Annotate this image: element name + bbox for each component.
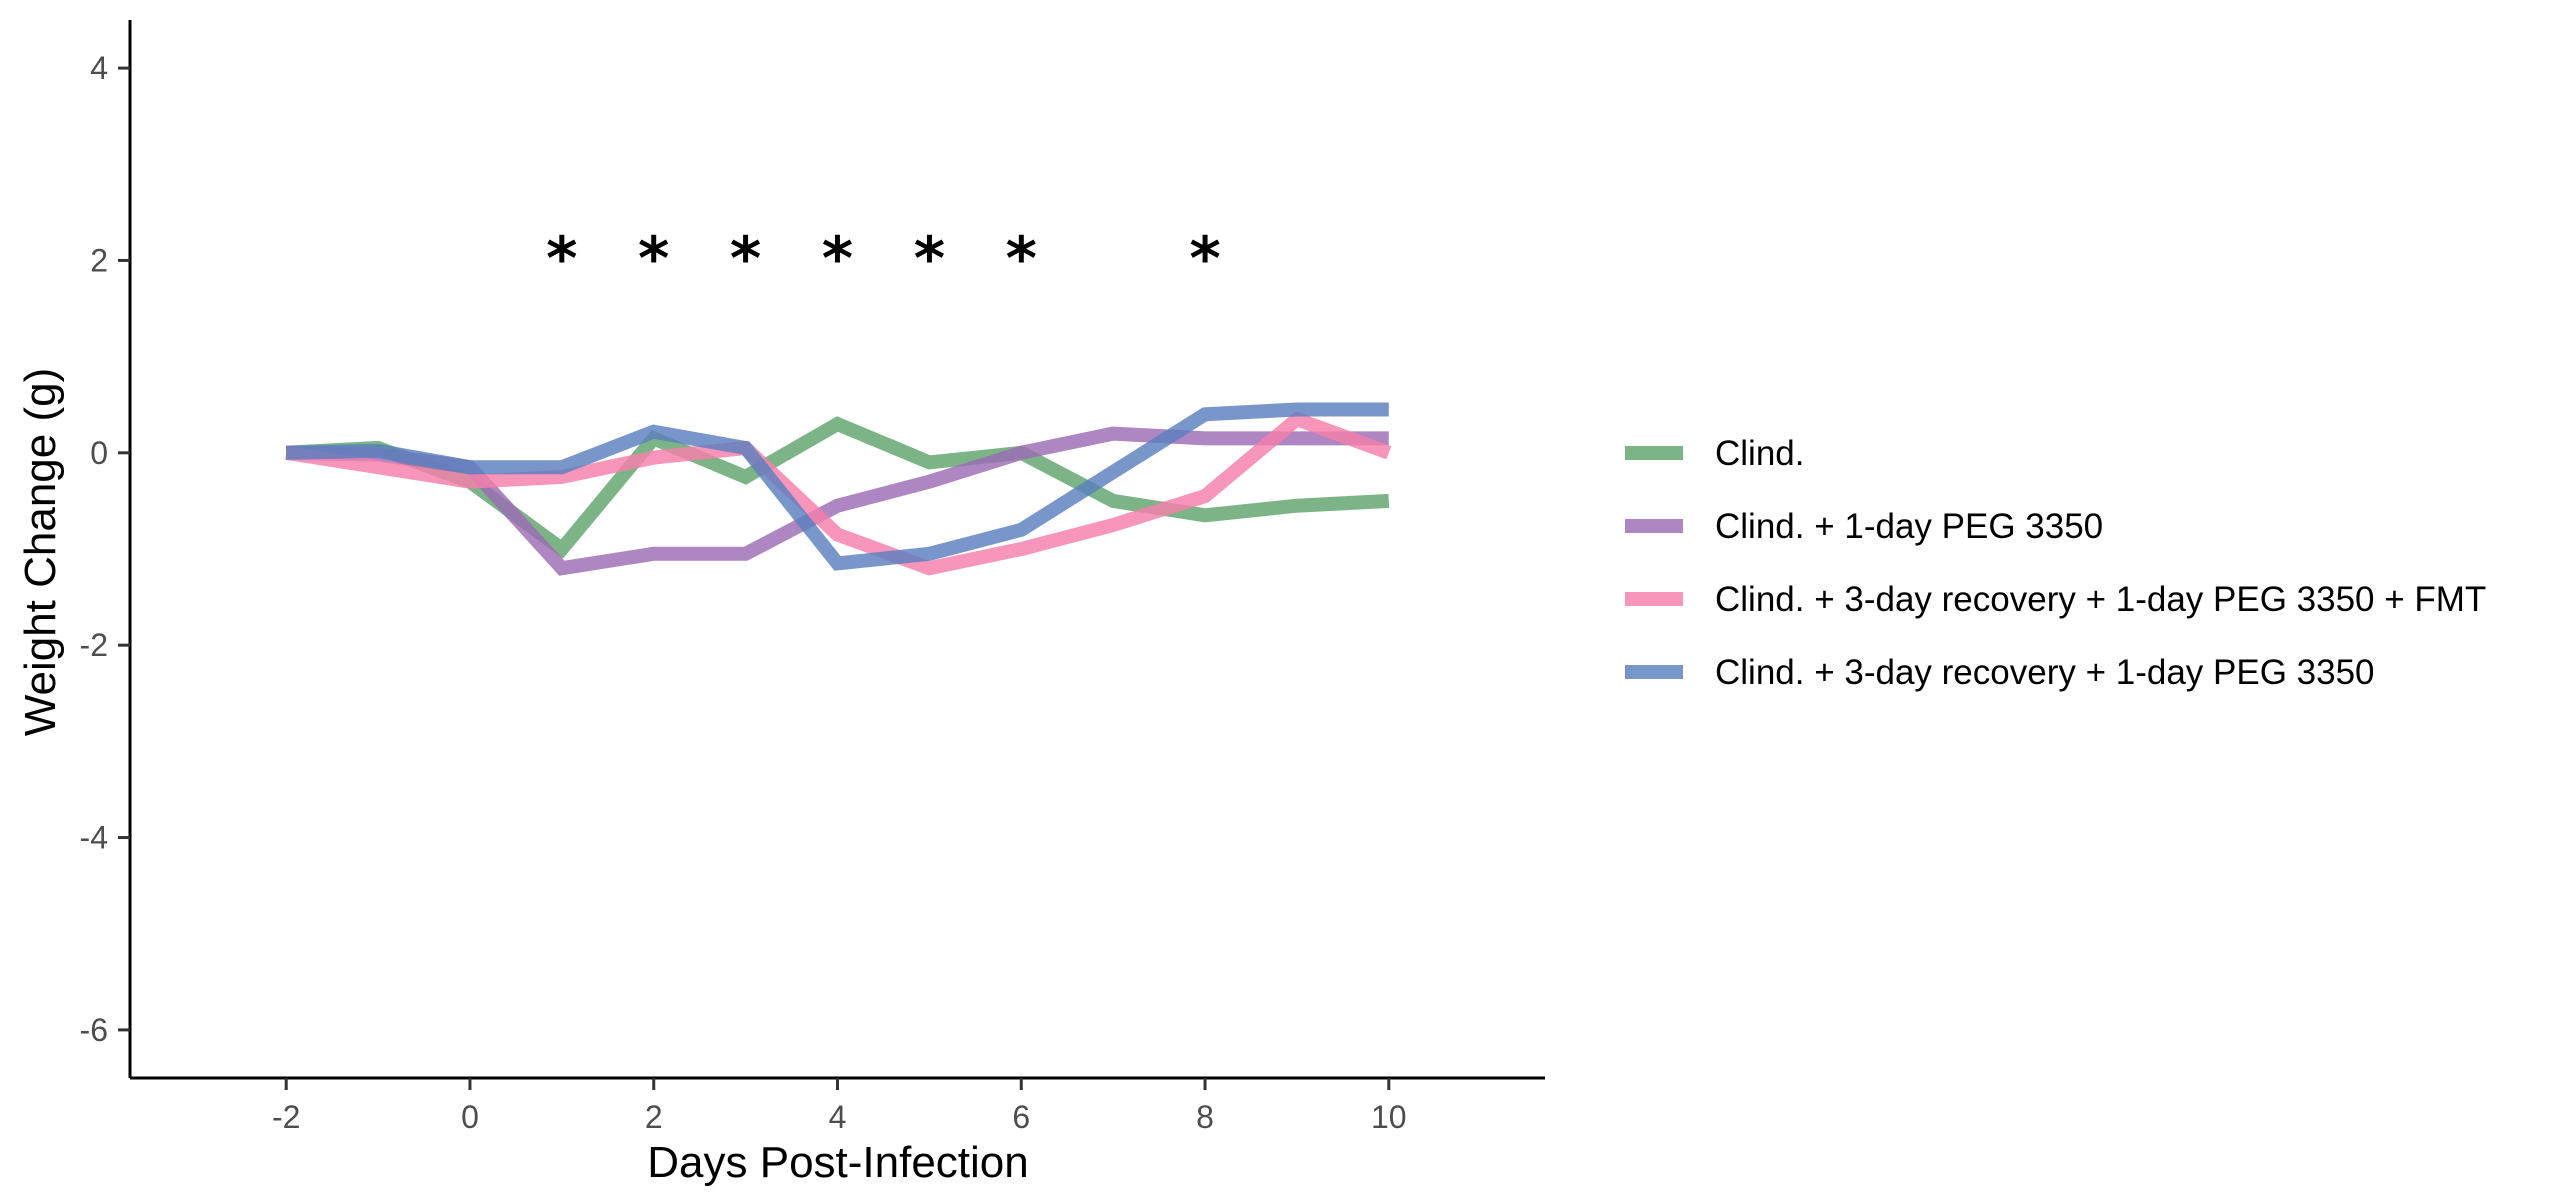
significance-star: * — [822, 224, 853, 294]
series-line-4 — [286, 402, 1389, 571]
x-tick-label: 0 — [461, 1099, 479, 1135]
x-tick-label: 6 — [1012, 1099, 1030, 1135]
plot-marks: * * * * * * * — [285, 224, 1392, 576]
y-tick-label: -4 — [80, 820, 108, 856]
significance-star: * — [1189, 224, 1220, 294]
legend-label-3: Clind. + 3-day recovery + 1-day PEG 3350… — [1715, 580, 2486, 619]
significance-star: * — [1006, 224, 1037, 294]
series-line-2 — [286, 426, 1389, 576]
y-tick-label: 2 — [90, 242, 108, 278]
x-axis-title: Days Post-Infection — [647, 1138, 1029, 1187]
significance-star: * — [546, 224, 577, 294]
legend-label-1: Clind. — [1715, 434, 1804, 473]
x-tick-label: 8 — [1196, 1099, 1214, 1135]
x-tick-label: 2 — [645, 1099, 663, 1135]
significance-star: * — [914, 224, 945, 294]
legend-label-2: Clind. + 1-day PEG 3350 — [1715, 507, 2103, 546]
y-axis-title: Weight Change (g) — [16, 368, 65, 737]
y-tick-label: -2 — [80, 627, 108, 663]
significance-star: * — [638, 224, 669, 294]
series-line-3 — [285, 411, 1392, 576]
significance-star: * — [730, 224, 761, 294]
legend: Clind. Clind. + 1-day PEG 3350 Clind. + 3-… — [1625, 434, 2486, 692]
y-tick-label: 4 — [90, 50, 108, 86]
x-tick-label: -2 — [272, 1099, 300, 1135]
y-tick-label: 0 — [90, 435, 108, 471]
legend-label-4: Clind. + 3-day recovery + 1-day PEG 3350 — [1715, 653, 2375, 692]
x-tick-label: 10 — [1371, 1099, 1407, 1135]
axes: -6 -4 -2 0 2 4 -2 0 2 4 6 8 10 — [80, 20, 1545, 1135]
y-tick-label: -6 — [80, 1012, 108, 1048]
x-tick-label: 4 — [829, 1099, 847, 1135]
